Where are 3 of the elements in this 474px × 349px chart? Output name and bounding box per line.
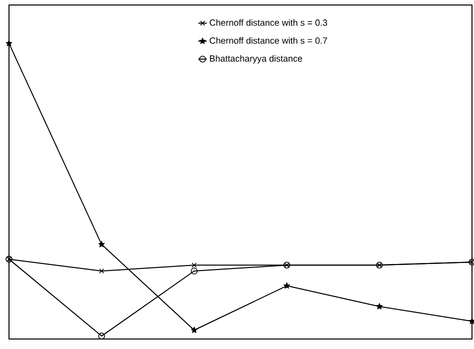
legend-label: Bhattacharyya distance: [210, 55, 302, 64]
legend-label: Chernoff distance with s = 0.7: [210, 37, 328, 44]
legend-label: Chernoff distance with s = 0.3: [210, 19, 328, 26]
